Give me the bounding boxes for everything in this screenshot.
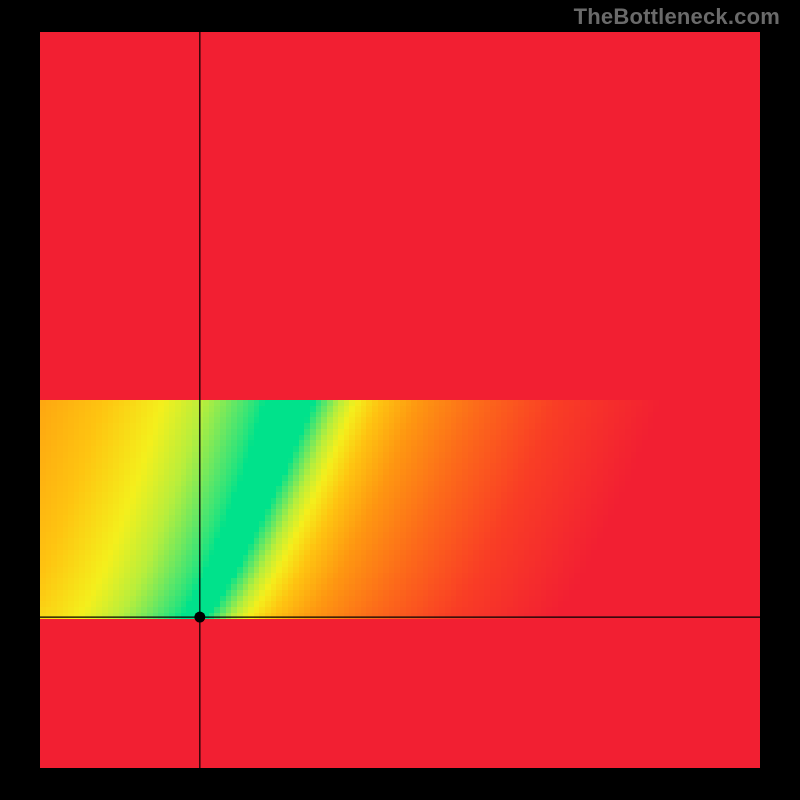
chart-root: TheBottleneck.com xyxy=(0,0,800,800)
attribution-text: TheBottleneck.com xyxy=(574,4,780,30)
bottleneck-heatmap xyxy=(40,32,760,768)
